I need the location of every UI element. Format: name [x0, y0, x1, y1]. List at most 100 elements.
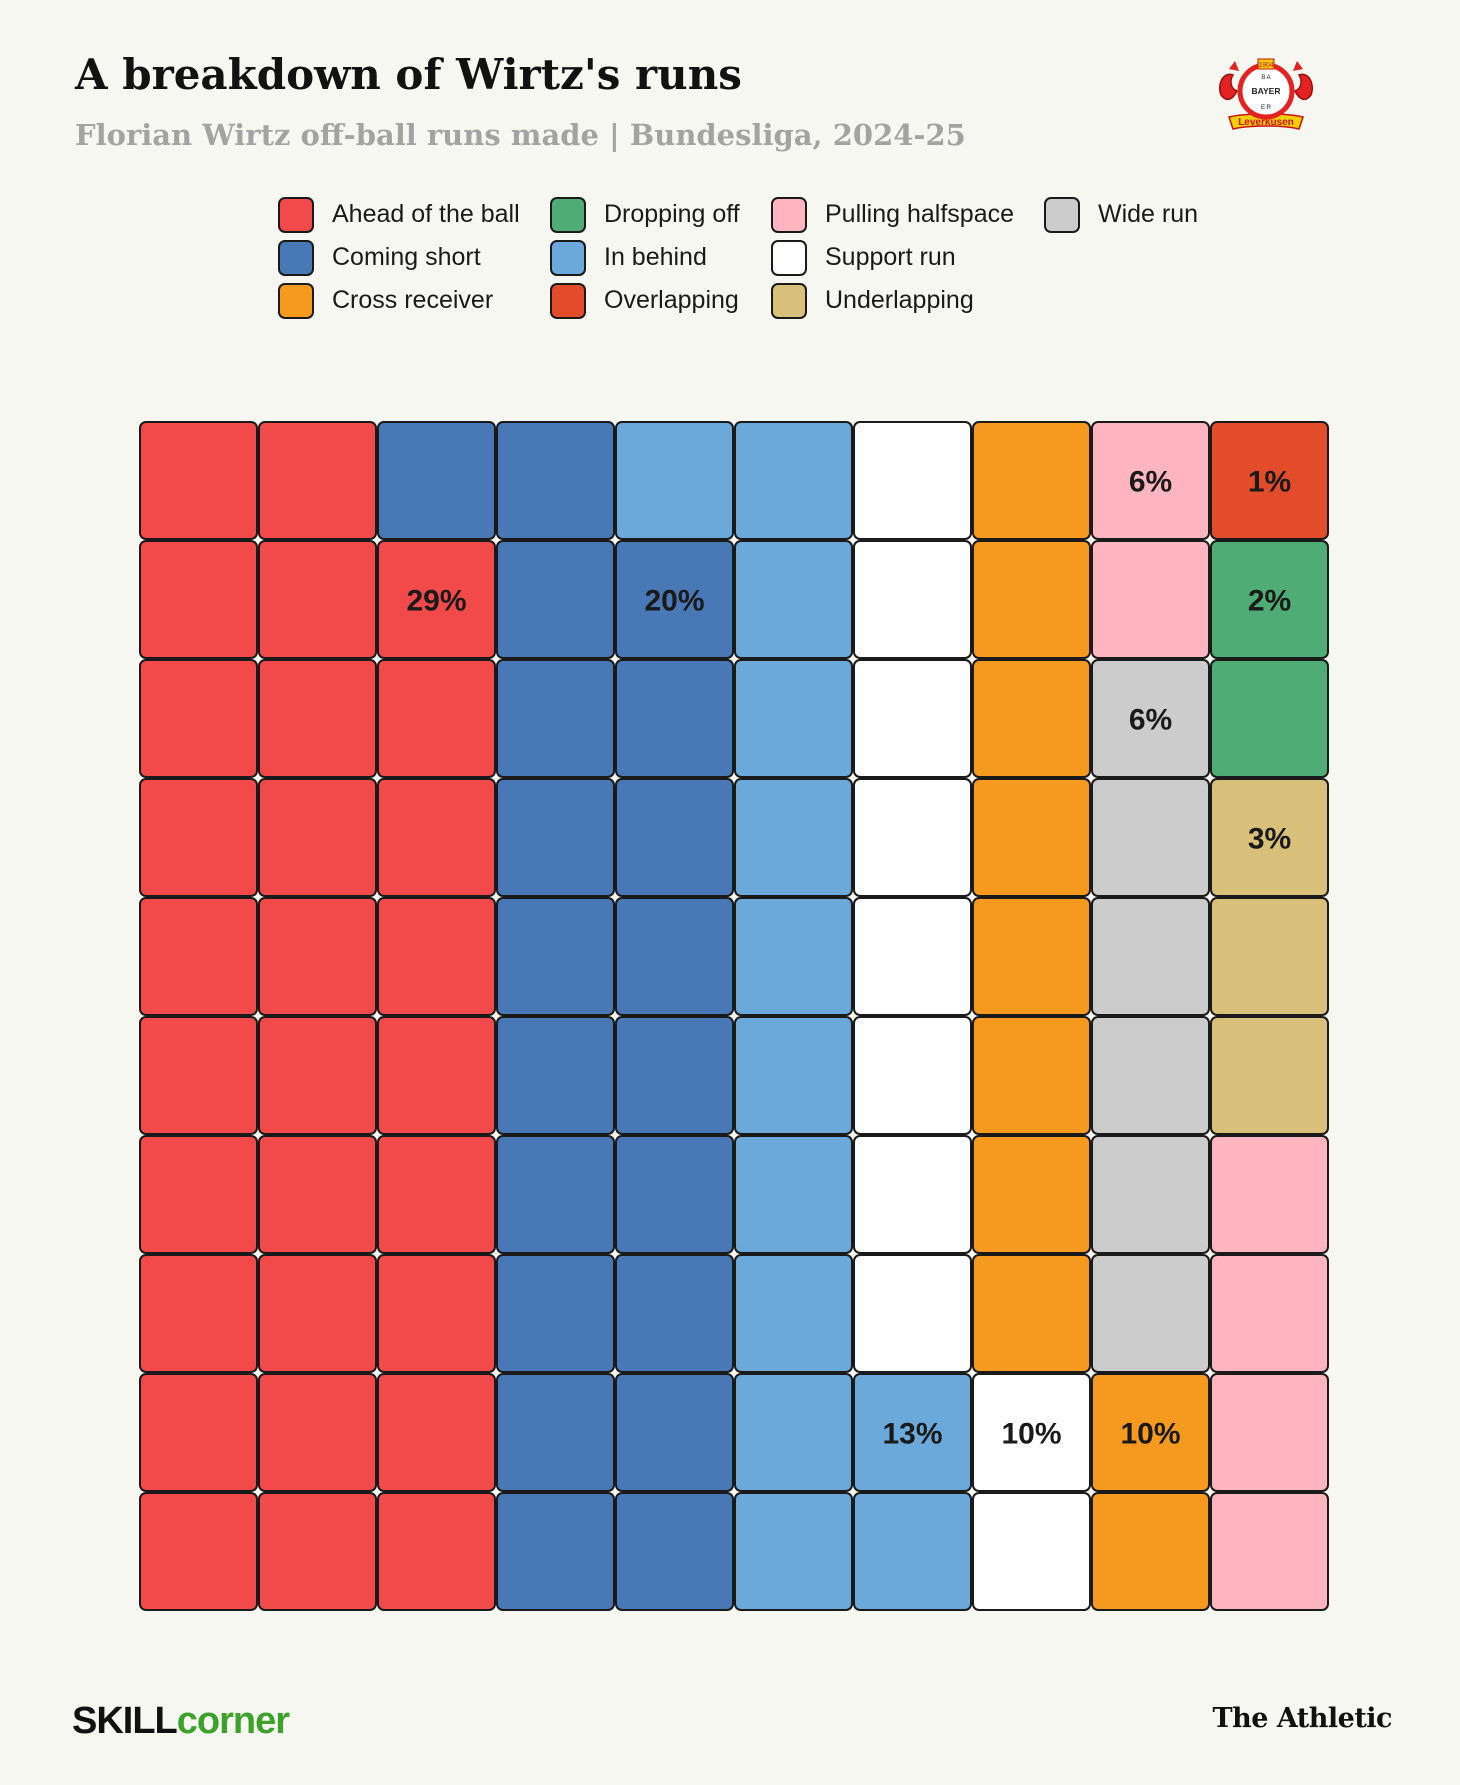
legend: Ahead of the ball Dropping off Pulling h… [278, 193, 1204, 322]
data-label: 6% [1129, 466, 1172, 499]
waffle-cell [258, 778, 377, 897]
waffle-cell [734, 540, 853, 659]
data-label: 3% [1248, 823, 1291, 856]
legend-swatch [278, 239, 314, 276]
waffle-cell [258, 1016, 377, 1135]
waffle-cell [1091, 1373, 1210, 1492]
waffle-cell [853, 540, 972, 659]
chart-title: A breakdown of Wirtz's runs [75, 50, 742, 99]
waffle-cell [377, 421, 496, 540]
legend-label: In behind [604, 243, 707, 271]
waffle-cell [496, 1135, 615, 1254]
waffle-cell [615, 897, 734, 1016]
waffle-cell [615, 1373, 734, 1492]
waffle-cell [734, 1135, 853, 1254]
waffle-cell [258, 1135, 377, 1254]
waffle-cell [1210, 540, 1329, 659]
data-label: 6% [1129, 704, 1172, 737]
waffle-cell [1091, 1492, 1210, 1611]
waffle-cell [139, 1373, 258, 1492]
waffle-cell [853, 1254, 972, 1373]
legend-swatch [278, 282, 314, 319]
waffle-cell [1091, 1016, 1210, 1135]
waffle-cell [139, 1016, 258, 1135]
waffle-cell [377, 1016, 496, 1135]
legend-item-dropping-off: Dropping off [550, 193, 771, 236]
waffle-cell [377, 540, 496, 659]
waffle-cell [615, 659, 734, 778]
bayer-leverkusen-crest-icon: Leverkusen 1904 BAYER B A E R [1219, 58, 1313, 130]
waffle-cell [853, 778, 972, 897]
waffle-cell [853, 1135, 972, 1254]
waffle-cell [1091, 778, 1210, 897]
legend-item-wide-run: Wide run [1044, 193, 1204, 236]
waffle-cell [734, 1016, 853, 1135]
waffle-cell [258, 659, 377, 778]
legend-item-overlapping: Overlapping [550, 279, 771, 322]
waffle-cell [1210, 1373, 1329, 1492]
legend-swatch [1044, 196, 1080, 233]
waffle-cell [1210, 1492, 1329, 1611]
waffle-cell [139, 421, 258, 540]
legend-swatch [550, 282, 586, 319]
waffle-cell [496, 1492, 615, 1611]
waffle-cell [139, 540, 258, 659]
data-label: 10% [1001, 1418, 1061, 1451]
waffle-cell [734, 421, 853, 540]
waffle-cell [615, 1016, 734, 1135]
waffle-cell [377, 1135, 496, 1254]
waffle-cell [258, 897, 377, 1016]
legend-label: Underlapping [825, 286, 974, 314]
legend-item-coming-short: Coming short [278, 236, 550, 279]
waffle-cell [734, 778, 853, 897]
legend-item-pulling-halfspace: Pulling halfspace [771, 193, 1044, 236]
waffle-cell [496, 1254, 615, 1373]
waffle-cell [1091, 1254, 1210, 1373]
legend-swatch [771, 239, 807, 276]
waffle-cell [377, 659, 496, 778]
legend-swatch [278, 196, 314, 233]
waffle-cell [972, 1373, 1091, 1492]
waffle-cell [258, 1373, 377, 1492]
waffle-cell [1210, 897, 1329, 1016]
waffle-cell [853, 1016, 972, 1135]
waffle-cell [139, 1492, 258, 1611]
legend-item-underlapping: Underlapping [771, 279, 1044, 322]
data-label: 2% [1248, 585, 1291, 618]
legend-label: Wide run [1098, 200, 1199, 228]
waffle-cell [258, 1254, 377, 1373]
waffle-cell [734, 897, 853, 1016]
waffle-cell [615, 778, 734, 897]
waffle-cell [972, 540, 1091, 659]
legend-label: Pulling halfspace [825, 200, 1015, 228]
waffle-cell [615, 1254, 734, 1373]
waffle-cell [615, 540, 734, 659]
chart-subtitle: Florian Wirtz off-ball runs made | Bunde… [75, 118, 966, 152]
waffle-cell [1210, 1016, 1329, 1135]
waffle-cell [139, 1135, 258, 1254]
legend-label: Ahead of the ball [332, 200, 520, 228]
waffle-cell [1210, 1254, 1329, 1373]
waffle-cell [615, 1135, 734, 1254]
waffle-cell [496, 421, 615, 540]
legend-label: Support run [825, 243, 956, 271]
crest-club-text: Leverkusen [1238, 117, 1294, 128]
legend-item-ahead-of-the-ball: Ahead of the ball [278, 193, 550, 236]
waffle-cell [853, 1492, 972, 1611]
legend-swatch [771, 282, 807, 319]
waffle-cell [1210, 1135, 1329, 1254]
waffle-cell [1091, 1135, 1210, 1254]
legend-swatch [550, 239, 586, 276]
waffle-cell [496, 659, 615, 778]
waffle-cell [734, 1254, 853, 1373]
waffle-cell [258, 540, 377, 659]
data-label: 1% [1248, 466, 1291, 499]
waffle-cell [377, 1492, 496, 1611]
waffle-cell [972, 659, 1091, 778]
legend-item-in-behind: In behind [550, 236, 771, 279]
waffle-cell [377, 1373, 496, 1492]
data-label: 29% [406, 585, 466, 618]
legend-item-cross-receiver: Cross receiver [278, 279, 550, 322]
waffle-cell [615, 1492, 734, 1611]
waffle-cell [972, 1492, 1091, 1611]
